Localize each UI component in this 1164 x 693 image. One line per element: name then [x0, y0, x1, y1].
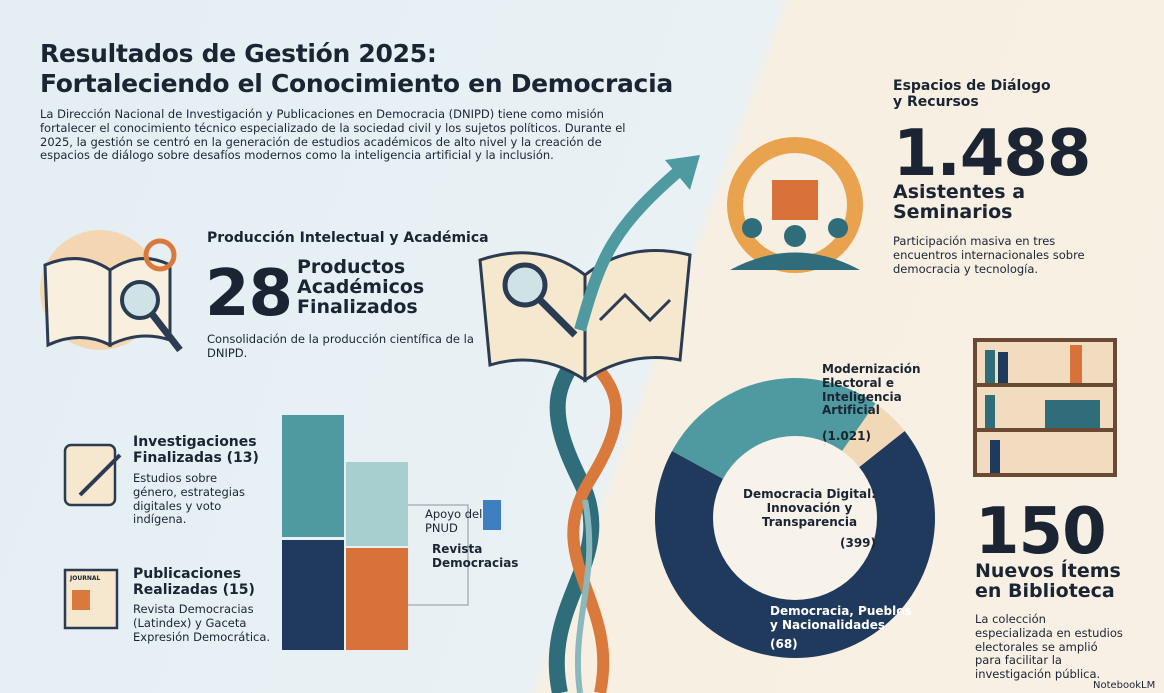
book — [985, 395, 995, 428]
block — [346, 462, 408, 546]
book — [1070, 345, 1082, 383]
description: La colección especializada en estudios e… — [975, 613, 1125, 682]
segment-label: Democracia Digital: Innovación y Transpa… — [742, 488, 877, 529]
description: Estudios sobre género, estrategias digit… — [133, 472, 263, 527]
icon — [122, 282, 158, 318]
podium — [772, 180, 818, 220]
big-label: Nuevos Ítems en Biblioteca — [975, 562, 1125, 602]
support: Apoyo del PNUD — [425, 508, 485, 536]
item-title: Investigaciones Finalizadas (13) — [133, 434, 273, 466]
book — [990, 440, 1000, 473]
person — [784, 225, 806, 247]
block — [282, 540, 344, 650]
monitor — [1045, 400, 1100, 428]
big-label: Productos Académicos Finalizados — [297, 258, 437, 318]
journal: Revista Democracias — [432, 543, 532, 571]
icon-text: JOURNAL — [70, 576, 100, 583]
segment-label: Modernización Electoral e Inteligencia A… — [822, 363, 932, 418]
big-number: 28 — [205, 262, 292, 326]
intro: La Dirección Nacional de Investigación y… — [40, 108, 640, 163]
book — [998, 352, 1008, 383]
description: Consolidación de la producción científic… — [207, 333, 477, 361]
big-label: Asistentes a Seminarios — [893, 183, 1043, 223]
segment-value: (68) — [770, 638, 798, 652]
credit: NotebookLM — [1093, 680, 1155, 692]
block — [346, 548, 408, 650]
icon — [65, 445, 115, 505]
big-number: 150 — [975, 500, 1106, 564]
description: Revista Democracias (Latindex) y Gaceta … — [133, 603, 273, 644]
big-number: 1.488 — [893, 122, 1090, 186]
infographic: Resultados de Gestión 2025: Fortaleciend… — [0, 0, 1164, 693]
section-heading: Espacios de Diálogo y Recursos — [893, 78, 1053, 110]
section-heading: Producción Intelectual y Académica — [207, 230, 489, 246]
segment-label: Democracia, Pueblos y Nacionalidades — [770, 605, 920, 633]
icon — [45, 259, 110, 345]
item-title: Publicaciones Realizadas (15) — [133, 566, 263, 598]
pnud-logo — [483, 500, 501, 530]
person — [828, 218, 848, 238]
icon — [72, 590, 90, 610]
block — [282, 415, 344, 537]
person — [742, 218, 762, 238]
title: Resultados de Gestión 2025: — [40, 40, 437, 69]
book — [985, 350, 995, 383]
magnifier — [505, 265, 545, 305]
segment-value: (1.021) — [822, 430, 871, 444]
description: Participación masiva en tres encuentros … — [893, 235, 1123, 276]
segment-value: (399) — [840, 537, 876, 551]
title: Fortaleciendo el Conocimiento en Democra… — [40, 70, 673, 99]
